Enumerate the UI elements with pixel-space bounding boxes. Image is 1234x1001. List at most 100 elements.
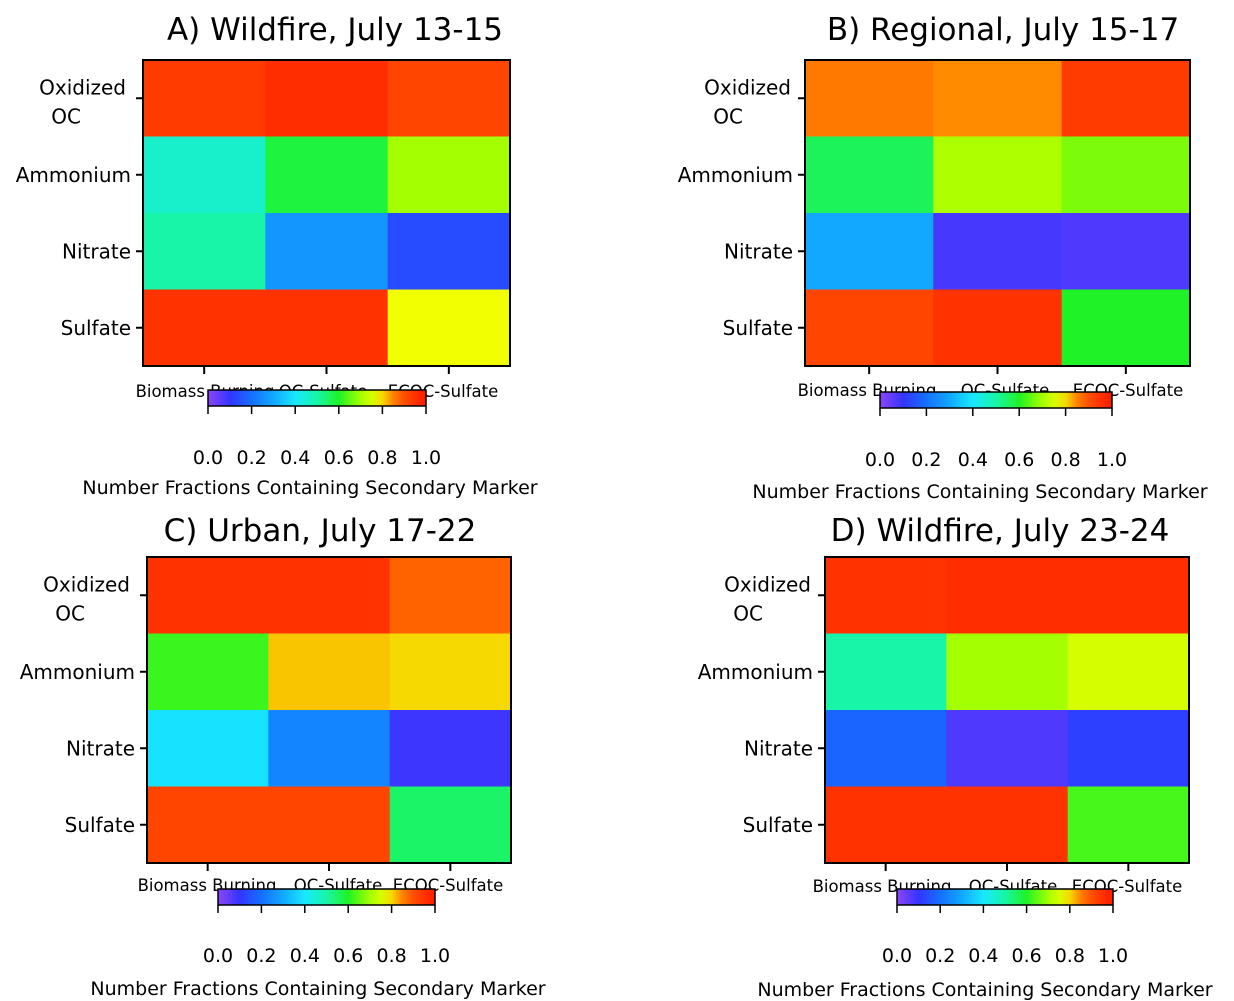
heatmap-cell [1061, 213, 1191, 290]
heatmap-cell [147, 710, 269, 787]
colorbar [896, 888, 1114, 906]
heatmap-cell [268, 633, 391, 711]
y-tick-label: Nitrate [66, 736, 135, 760]
heatmap-cell [825, 710, 947, 787]
colorbar-tick-label: 0.2 [911, 449, 941, 471]
colorbar-tick-label: 0.8 [1050, 449, 1080, 471]
heatmap-cell [265, 213, 389, 290]
colorbar-tick-label: 0.0 [203, 945, 233, 967]
panel-a: A) Wildfire, July 13-15 Oxidized OC Ammoni… [16, 12, 538, 499]
heatmap-cell [389, 633, 512, 711]
heatmap-cell [387, 136, 511, 214]
colorbar-tick-label: 0.4 [290, 945, 320, 967]
heatmap-cell [147, 557, 269, 634]
colorbar-tick-label: 0.8 [376, 945, 406, 967]
colorbar-tick-label: 1.0 [1097, 449, 1127, 471]
heatmap-cell [933, 289, 1063, 367]
heatmap-cell [268, 786, 391, 864]
heatmap-cell [1067, 557, 1190, 634]
heatmap-cell [1067, 710, 1190, 787]
colorbar-tick-label: 0.0 [882, 945, 912, 967]
colorbar-tick-label: 0.6 [333, 945, 363, 967]
y-tick-label: Ammonium [20, 660, 135, 684]
panel-c: C) Urban, July 17-22 Oxidized OC Ammonium N… [20, 513, 546, 1000]
panel-title: C) Urban, July 17-22 [164, 513, 477, 549]
heatmap-cell [805, 213, 934, 290]
y-tick-label: Sulfate [723, 316, 793, 340]
heatmap-cell [268, 557, 391, 634]
y-tick-label: Nitrate [744, 736, 813, 760]
heatmap-cell [805, 136, 934, 214]
colorbar-label: Number Fractions Containing Secondary Ma… [757, 979, 1212, 1001]
heatmap-cell [265, 289, 389, 367]
colorbar-tick-label: 0.8 [367, 447, 397, 469]
colorbar-tick-label: 0.4 [968, 945, 998, 967]
colorbar-tick-label: 0.2 [236, 447, 266, 469]
colorbar-label: Number Fractions Containing Secondary Ma… [90, 978, 545, 1000]
heatmap-cell [143, 213, 266, 290]
y-tick-label: Sulfate [65, 813, 135, 837]
heatmap-cell [143, 60, 266, 137]
panel-d: D) Wildfire, July 23-24 Oxidized OC Ammoni… [698, 513, 1213, 1001]
colorbar-tick-label: 1.0 [411, 447, 441, 469]
heatmap-cell [825, 633, 947, 711]
heatmap-cell [805, 289, 934, 367]
y-tick-label: Ammonium [698, 660, 813, 684]
heatmap-cell [387, 60, 511, 137]
y-tick-label: Oxidized OC [724, 572, 811, 625]
heatmap-cell [143, 289, 266, 367]
y-tick-label: Oxidized OC [39, 75, 126, 128]
heatmap-cell [933, 213, 1063, 290]
heatmap-cell [265, 60, 389, 137]
heatmap-cell [1061, 60, 1191, 137]
colorbar [217, 888, 436, 906]
y-tick-label: Nitrate [724, 239, 793, 263]
heatmap-cell [946, 557, 1069, 634]
heatmap-cell [387, 289, 511, 367]
colorbar-tick-label: 0.4 [280, 447, 310, 469]
heatmap-cell [265, 136, 389, 214]
y-tick-label: Ammonium [16, 163, 131, 187]
colorbar-tick-label: 1.0 [1098, 945, 1128, 967]
colorbar [207, 389, 427, 407]
colorbar-tick-label: 0.6 [1011, 945, 1041, 967]
heatmap-cell [389, 786, 512, 864]
heatmap-cell [1061, 289, 1191, 367]
heatmap-cell [143, 136, 266, 214]
heatmap-cell [805, 60, 934, 137]
colorbar-tick-label: 0.4 [958, 449, 988, 471]
heatmap-cell [389, 557, 512, 634]
panel-b: B) Regional, July 15-17 Oxidized OC Ammoni… [678, 12, 1208, 503]
colorbar-tick-label: 1.0 [420, 945, 450, 967]
y-tick-label: Oxidized OC [704, 75, 791, 128]
heatmap-cell [147, 633, 269, 711]
colorbar-tick-label: 0.0 [193, 447, 223, 469]
colorbar-label: Number Fractions Containing Secondary Ma… [82, 477, 537, 499]
heatmap-cell [387, 213, 511, 290]
y-tick-label: Oxidized OC [43, 572, 130, 625]
heatmap-cell [1067, 786, 1190, 864]
heatmap-cell [946, 710, 1069, 787]
heatmap-cell [1067, 633, 1190, 711]
colorbar-tick-label: 0.6 [324, 447, 354, 469]
colorbar [879, 391, 1113, 409]
heatmap-cell [946, 786, 1069, 864]
heatmap-cell [1061, 136, 1191, 214]
panel-title: A) Wildfire, July 13-15 [167, 12, 503, 48]
colorbar-label: Number Fractions Containing Secondary Ma… [752, 481, 1207, 503]
colorbar-tick-label: 0.8 [1055, 945, 1085, 967]
heatmap-cell [825, 557, 947, 634]
y-tick-label: Ammonium [678, 163, 793, 187]
colorbar-tick-label: 0.2 [925, 945, 955, 967]
heatmap-cell [389, 710, 512, 787]
panel-title: D) Wildfire, July 23-24 [831, 513, 1170, 549]
y-tick-label: Sulfate [61, 316, 131, 340]
y-tick-label: Sulfate [743, 813, 813, 837]
heatmap-cell [933, 136, 1063, 214]
colorbar-tick-label: 0.0 [865, 449, 895, 471]
heatmap-cell [268, 710, 391, 787]
heatmap-cell [825, 786, 947, 864]
panel-title: B) Regional, July 15-17 [827, 12, 1179, 48]
colorbar-tick-label: 0.6 [1004, 449, 1034, 471]
